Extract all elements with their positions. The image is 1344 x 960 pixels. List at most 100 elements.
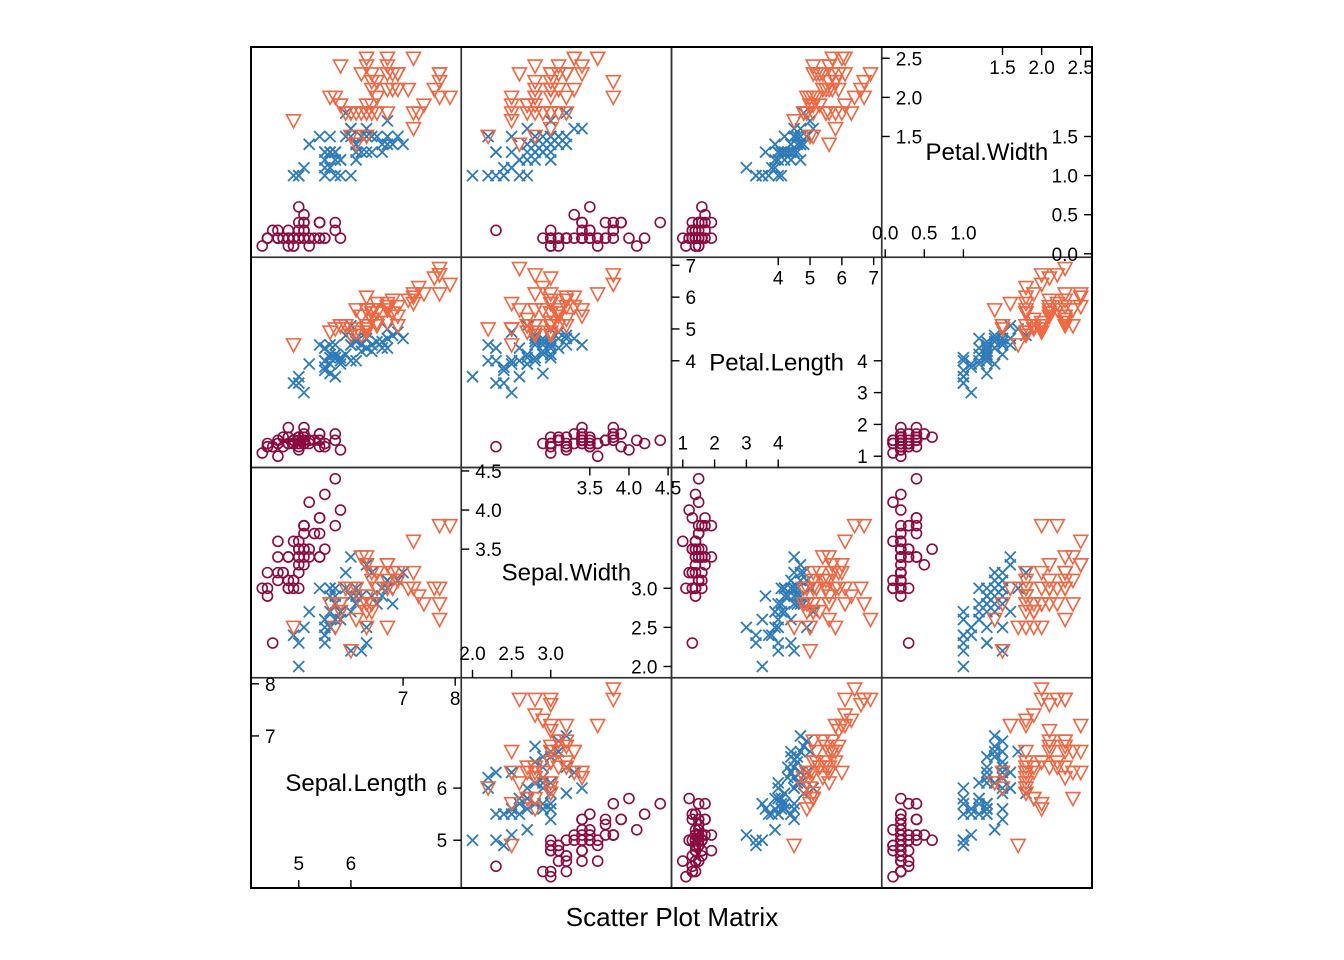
point-versicolor bbox=[958, 371, 969, 382]
point-setosa bbox=[632, 825, 642, 835]
point-versicolor bbox=[366, 147, 377, 158]
point-versicolor bbox=[382, 343, 393, 354]
point-virginica bbox=[417, 598, 431, 611]
tick-label: 1 bbox=[857, 447, 868, 468]
point-versicolor bbox=[467, 371, 478, 382]
point-versicolor bbox=[304, 139, 315, 150]
point-setosa bbox=[304, 497, 314, 507]
point-setosa bbox=[624, 233, 634, 243]
point-setosa bbox=[585, 202, 595, 212]
point-virginica bbox=[803, 645, 817, 658]
point-setosa bbox=[694, 474, 704, 484]
point-setosa bbox=[577, 856, 587, 866]
point-setosa bbox=[919, 560, 929, 570]
point-setosa bbox=[593, 856, 603, 866]
point-versicolor bbox=[741, 162, 752, 173]
point-virginica bbox=[1074, 720, 1088, 733]
point-virginica bbox=[528, 60, 542, 73]
tick-label: 8 bbox=[450, 689, 461, 710]
point-virginica bbox=[988, 304, 1002, 317]
point-setosa bbox=[315, 513, 325, 523]
point-setosa bbox=[569, 210, 579, 220]
point-versicolor bbox=[773, 783, 784, 794]
point-versicolor bbox=[779, 131, 790, 142]
point-virginica bbox=[481, 323, 495, 336]
point-versicolor bbox=[467, 835, 478, 846]
diagonal-Sepal.Width: Sepal.Width3.5 4.0 4.52.0 2.5 3.03.54.04.52.… bbox=[459, 462, 681, 679]
point-versicolor bbox=[288, 170, 299, 181]
point-versicolor bbox=[387, 598, 398, 609]
point-setosa bbox=[896, 505, 906, 515]
point-virginica bbox=[1074, 559, 1088, 572]
tick-label: 1.5 bbox=[1052, 127, 1078, 148]
point-setosa bbox=[262, 568, 272, 578]
point-versicolor bbox=[340, 567, 351, 578]
point-versicolor bbox=[467, 170, 478, 181]
tick-label: 3.0 bbox=[631, 579, 657, 600]
variable-label: Sepal.Width bbox=[502, 560, 631, 587]
point-setosa bbox=[896, 423, 906, 433]
point-versicolor bbox=[958, 793, 969, 804]
point-versicolor bbox=[335, 170, 346, 181]
scatter-panel-Sepal.Width-vs-Petal.Width bbox=[467, 52, 665, 251]
point-virginica bbox=[333, 60, 347, 73]
point-setosa bbox=[904, 638, 914, 648]
point-setosa bbox=[911, 814, 921, 824]
point-versicolor bbox=[522, 824, 533, 835]
point-setosa bbox=[561, 867, 571, 877]
point-virginica bbox=[528, 693, 542, 706]
point-virginica bbox=[1035, 567, 1049, 580]
point-setosa bbox=[320, 489, 330, 499]
tick-label: 5 bbox=[805, 268, 816, 289]
tick-label: 6 bbox=[837, 268, 848, 289]
point-setosa bbox=[706, 218, 716, 228]
scatter-panel-Petal.Width-vs-Sepal.Length bbox=[888, 683, 1088, 882]
point-versicolor bbox=[314, 583, 325, 594]
point-setosa bbox=[262, 233, 272, 243]
point-versicolor bbox=[989, 824, 1000, 835]
point-setosa bbox=[335, 505, 345, 515]
point-setosa bbox=[896, 489, 906, 499]
point-virginica bbox=[512, 263, 526, 276]
point-setosa bbox=[330, 474, 340, 484]
point-setosa bbox=[320, 544, 330, 554]
point-setosa bbox=[593, 451, 603, 461]
tick-label: 4 bbox=[773, 434, 784, 455]
variable-label: Petal.Length bbox=[709, 349, 844, 376]
point-virginica bbox=[544, 693, 558, 706]
point-virginica bbox=[1042, 559, 1056, 572]
point-virginica bbox=[835, 766, 849, 779]
tick-label: 4 bbox=[773, 268, 784, 289]
point-setosa bbox=[294, 202, 304, 212]
point-setosa bbox=[299, 423, 309, 433]
point-versicolor bbox=[537, 368, 548, 379]
point-versicolor bbox=[314, 131, 325, 142]
scatter-panel-Petal.Length-vs-Sepal.Width bbox=[678, 474, 878, 672]
point-versicolor bbox=[785, 746, 796, 757]
variable-label: Sepal.Length bbox=[285, 770, 426, 797]
point-versicolor bbox=[522, 123, 533, 134]
point-virginica bbox=[287, 115, 301, 128]
point-setosa bbox=[283, 423, 293, 433]
tick-label: 6 bbox=[686, 288, 697, 309]
point-versicolor bbox=[490, 378, 501, 389]
point-versicolor bbox=[506, 162, 517, 173]
point-versicolor bbox=[514, 371, 525, 382]
point-versicolor bbox=[530, 147, 541, 158]
point-virginica bbox=[822, 614, 836, 627]
point-setosa bbox=[491, 225, 501, 235]
point-setosa bbox=[640, 809, 650, 819]
point-virginica bbox=[1011, 839, 1025, 852]
point-virginica bbox=[591, 288, 605, 301]
point-setosa bbox=[706, 233, 716, 243]
tick-label: 7 bbox=[686, 256, 697, 277]
point-setosa bbox=[315, 218, 325, 228]
point-versicolor bbox=[958, 661, 969, 672]
point-virginica bbox=[567, 84, 581, 97]
point-virginica bbox=[1058, 614, 1072, 627]
tick-label: 0.5 bbox=[911, 223, 937, 244]
point-setosa bbox=[706, 521, 716, 531]
panel-frames bbox=[251, 47, 1092, 888]
point-setosa bbox=[491, 442, 501, 452]
point-setosa bbox=[491, 861, 501, 871]
